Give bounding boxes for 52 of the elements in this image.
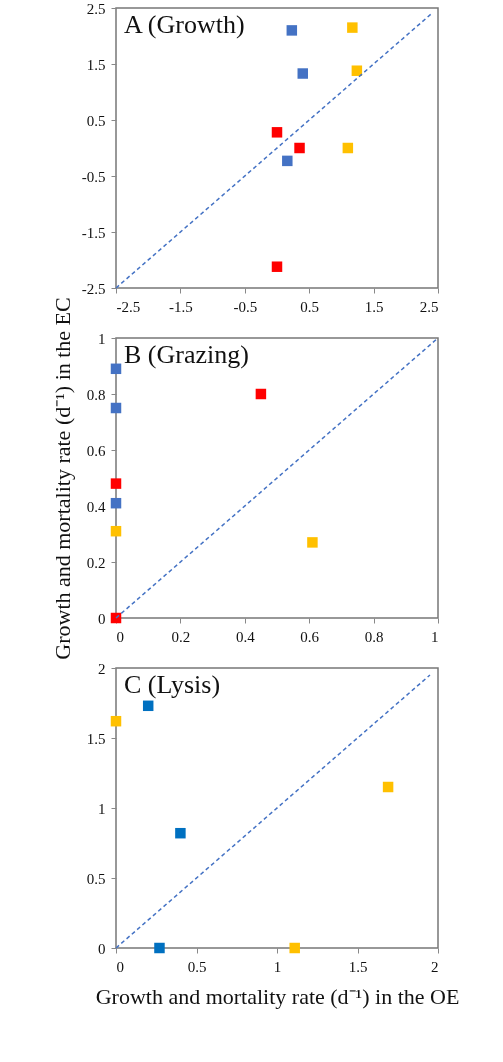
- point: [175, 827, 186, 839]
- point: [110, 402, 122, 414]
- x-tick-label: 2.5: [419, 298, 439, 315]
- point: [154, 942, 165, 954]
- y-tick-label: 1.5: [86, 56, 106, 73]
- y-tick-label: 1: [98, 800, 106, 817]
- x-tick-label: 0: [116, 628, 124, 645]
- y-tick-label: 0.8: [86, 386, 106, 403]
- x-tick-label: 1.5: [348, 958, 368, 975]
- x-tick-label: 1: [273, 958, 282, 975]
- y-tick-label: 0.5: [86, 870, 106, 887]
- y-tick-label: -2.5: [81, 280, 106, 297]
- x-tick-label: 0.2: [171, 628, 191, 645]
- x-tick-label: -1.5: [169, 298, 193, 315]
- x-tick-label: 0.5: [187, 958, 207, 975]
- y-tick-label: -0.5: [81, 168, 106, 185]
- y-tick-label: 2.5: [86, 0, 106, 17]
- point: [110, 497, 122, 509]
- x-tick-label: 0.8: [364, 628, 384, 645]
- point: [110, 478, 122, 489]
- y-tick-label: 0.6: [86, 442, 106, 459]
- x-tick-label: 1.5: [364, 298, 384, 315]
- point: [289, 942, 300, 954]
- annotation: C (Lysis): [124, 670, 221, 699]
- y-tick-label: 0: [98, 610, 106, 627]
- x-tick-label: 1: [431, 628, 439, 645]
- point: [307, 537, 318, 548]
- y-axis-title: Growth and mortality rate (d⁻¹) in the EC: [49, 297, 75, 660]
- point: [110, 715, 122, 727]
- y-tick-label: 0.2: [86, 554, 106, 571]
- annotation: B (Grazing): [124, 340, 249, 369]
- x-tick-label: -0.5: [233, 298, 258, 315]
- y-tick-label: 0.4: [86, 498, 106, 515]
- point: [142, 700, 154, 712]
- x-tick-label: 0.6: [300, 628, 320, 645]
- y-tick-label: 0.5: [86, 112, 106, 129]
- x-tick-label: 2: [431, 958, 439, 975]
- point: [110, 525, 122, 537]
- x-tick-label: 0.5: [300, 298, 320, 315]
- y-tick-label: 1: [98, 330, 106, 347]
- x-tick-label: -2.5: [116, 298, 141, 315]
- point: [110, 363, 122, 375]
- point: [382, 781, 394, 793]
- y-tick-label: 0: [98, 940, 106, 957]
- annotation: A (Growth): [124, 10, 245, 39]
- x-axis-title: Growth and mortality rate (d⁻¹) in the OE: [95, 983, 460, 1009]
- point: [255, 388, 267, 400]
- x-tick-label: 0: [116, 958, 124, 975]
- y-tick-label: 1.5: [86, 730, 106, 747]
- y-tick-label: 2: [98, 660, 106, 677]
- x-tick-label: 0.4: [235, 628, 256, 645]
- y-tick-label: -1.5: [81, 224, 106, 241]
